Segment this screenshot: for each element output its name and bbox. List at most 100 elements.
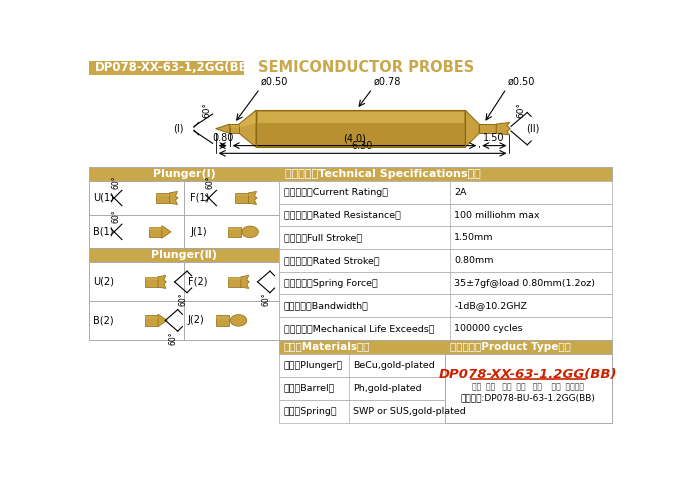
Text: 成品型号（Product Type）：: 成品型号（Product Type）： <box>450 342 570 351</box>
Text: 0.80mm: 0.80mm <box>454 256 494 265</box>
FancyBboxPatch shape <box>445 340 611 353</box>
Polygon shape <box>465 110 479 147</box>
Polygon shape <box>228 227 241 237</box>
Text: SEMICONDUCTOR PROBES: SEMICONDUCTOR PROBES <box>258 60 474 75</box>
Polygon shape <box>157 193 170 203</box>
Polygon shape <box>148 227 162 237</box>
FancyBboxPatch shape <box>279 167 611 181</box>
Polygon shape <box>157 193 170 196</box>
FancyBboxPatch shape <box>90 248 279 262</box>
Polygon shape <box>230 125 239 128</box>
Polygon shape <box>145 316 158 319</box>
Text: 针管（Barrel）: 针管（Barrel） <box>283 384 334 393</box>
Text: B(2): B(2) <box>93 315 114 325</box>
Text: (II): (II) <box>527 124 540 134</box>
Text: 技术要求（Technical Specifications）：: 技术要求（Technical Specifications）： <box>285 169 482 179</box>
Text: ø0.50: ø0.50 <box>508 77 536 87</box>
FancyBboxPatch shape <box>279 340 445 353</box>
FancyBboxPatch shape <box>279 204 611 227</box>
FancyBboxPatch shape <box>279 376 445 400</box>
Text: SWP or SUS,gold-plated: SWP or SUS,gold-plated <box>353 407 466 416</box>
Text: -1dB@10.2GHZ: -1dB@10.2GHZ <box>454 301 527 310</box>
Polygon shape <box>241 275 250 288</box>
Polygon shape <box>235 193 249 196</box>
Text: (I): (I) <box>172 124 183 134</box>
Text: J(1): J(1) <box>190 227 207 237</box>
Text: 60°: 60° <box>168 331 177 345</box>
FancyBboxPatch shape <box>279 317 611 340</box>
FancyBboxPatch shape <box>279 181 611 204</box>
FancyBboxPatch shape <box>445 353 611 423</box>
FancyBboxPatch shape <box>279 295 611 317</box>
FancyBboxPatch shape <box>90 262 279 340</box>
Text: U(2): U(2) <box>93 277 114 287</box>
Polygon shape <box>249 191 257 204</box>
Polygon shape <box>145 278 158 281</box>
Polygon shape <box>239 110 256 147</box>
FancyBboxPatch shape <box>90 61 244 75</box>
Text: 针头（Plunger）: 针头（Plunger） <box>283 361 343 370</box>
Text: 测试对命（Mechanical Life Exceeds）: 测试对命（Mechanical Life Exceeds） <box>284 324 434 333</box>
Polygon shape <box>256 110 465 147</box>
Text: 60°: 60° <box>111 175 120 189</box>
FancyBboxPatch shape <box>279 353 445 376</box>
Text: 材质（Materials）：: 材质（Materials）： <box>284 342 371 351</box>
Text: 60°: 60° <box>206 175 215 189</box>
Text: Ph,gold-plated: Ph,gold-plated <box>353 384 421 393</box>
Ellipse shape <box>242 226 259 238</box>
Polygon shape <box>497 122 510 135</box>
Text: 额定弹力（Spring Force）: 额定弹力（Spring Force） <box>284 279 378 287</box>
Text: Plunger(Ⅰ): Plunger(Ⅰ) <box>153 169 215 179</box>
Text: 60°: 60° <box>111 209 120 223</box>
Text: 2A: 2A <box>454 188 467 197</box>
Text: 60°: 60° <box>261 293 270 307</box>
Text: 订购举例:DP078-BU-63-1.2GG(BB): 订购举例:DP078-BU-63-1.2GG(BB) <box>460 393 596 402</box>
Polygon shape <box>145 315 158 326</box>
FancyBboxPatch shape <box>90 167 279 181</box>
Text: 额定电流（Current Rating）: 额定电流（Current Rating） <box>284 188 388 197</box>
Polygon shape <box>228 278 241 281</box>
Text: J(2): J(2) <box>188 315 205 325</box>
Text: 弹簧（Spring）: 弹簧（Spring） <box>283 407 337 416</box>
Text: DP078-XX-63-1,2GG(BB): DP078-XX-63-1,2GG(BB) <box>95 61 254 74</box>
Text: ø0.78: ø0.78 <box>373 77 402 87</box>
Polygon shape <box>170 191 178 204</box>
Polygon shape <box>235 193 249 203</box>
Polygon shape <box>230 124 239 134</box>
Text: BeCu,gold-plated: BeCu,gold-plated <box>353 361 434 370</box>
Text: 系列  规格   头型  行长   弹力    镜金  针头材质: 系列 规格 头型 行长 弹力 镜金 针头材质 <box>472 382 584 391</box>
Polygon shape <box>158 314 167 327</box>
Polygon shape <box>145 277 158 287</box>
Polygon shape <box>216 315 229 326</box>
Polygon shape <box>148 228 162 230</box>
Text: ø0.50: ø0.50 <box>261 77 288 87</box>
FancyBboxPatch shape <box>279 227 611 249</box>
Polygon shape <box>228 277 241 287</box>
Text: F(1): F(1) <box>190 193 209 203</box>
Text: 60°: 60° <box>179 293 187 307</box>
Text: 60°: 60° <box>202 102 211 118</box>
FancyBboxPatch shape <box>279 272 611 295</box>
Polygon shape <box>258 112 464 123</box>
FancyBboxPatch shape <box>279 400 445 423</box>
Text: 60°: 60° <box>516 102 525 118</box>
Polygon shape <box>228 228 241 230</box>
Text: 满行程（Full Stroke）: 满行程（Full Stroke） <box>284 233 362 242</box>
Text: 35±7gf@load 0.80mm(1.2oz): 35±7gf@load 0.80mm(1.2oz) <box>454 279 595 287</box>
Text: 1.50mm: 1.50mm <box>454 233 494 242</box>
Text: 频率带宽（Bandwidth）: 频率带宽（Bandwidth） <box>284 301 369 310</box>
Polygon shape <box>158 275 166 288</box>
Text: 100000 cycles: 100000 cycles <box>454 324 523 333</box>
Text: 额定行程（Rated Stroke）: 额定行程（Rated Stroke） <box>284 256 380 265</box>
Polygon shape <box>215 124 230 134</box>
Text: Plunger(Ⅱ): Plunger(Ⅱ) <box>151 250 217 260</box>
Text: 额定电阻（Rated Resistance）: 额定电阻（Rated Resistance） <box>284 211 401 219</box>
Text: 0.80: 0.80 <box>212 134 233 143</box>
Polygon shape <box>162 226 171 238</box>
Text: 100 milliohm max: 100 milliohm max <box>454 211 540 219</box>
Ellipse shape <box>231 315 247 326</box>
Text: 6.30: 6.30 <box>352 141 373 151</box>
Text: B(1): B(1) <box>93 227 114 237</box>
Text: U(1): U(1) <box>93 193 114 203</box>
Text: DP078-XX-63-1.2GG(BB): DP078-XX-63-1.2GG(BB) <box>438 368 617 381</box>
